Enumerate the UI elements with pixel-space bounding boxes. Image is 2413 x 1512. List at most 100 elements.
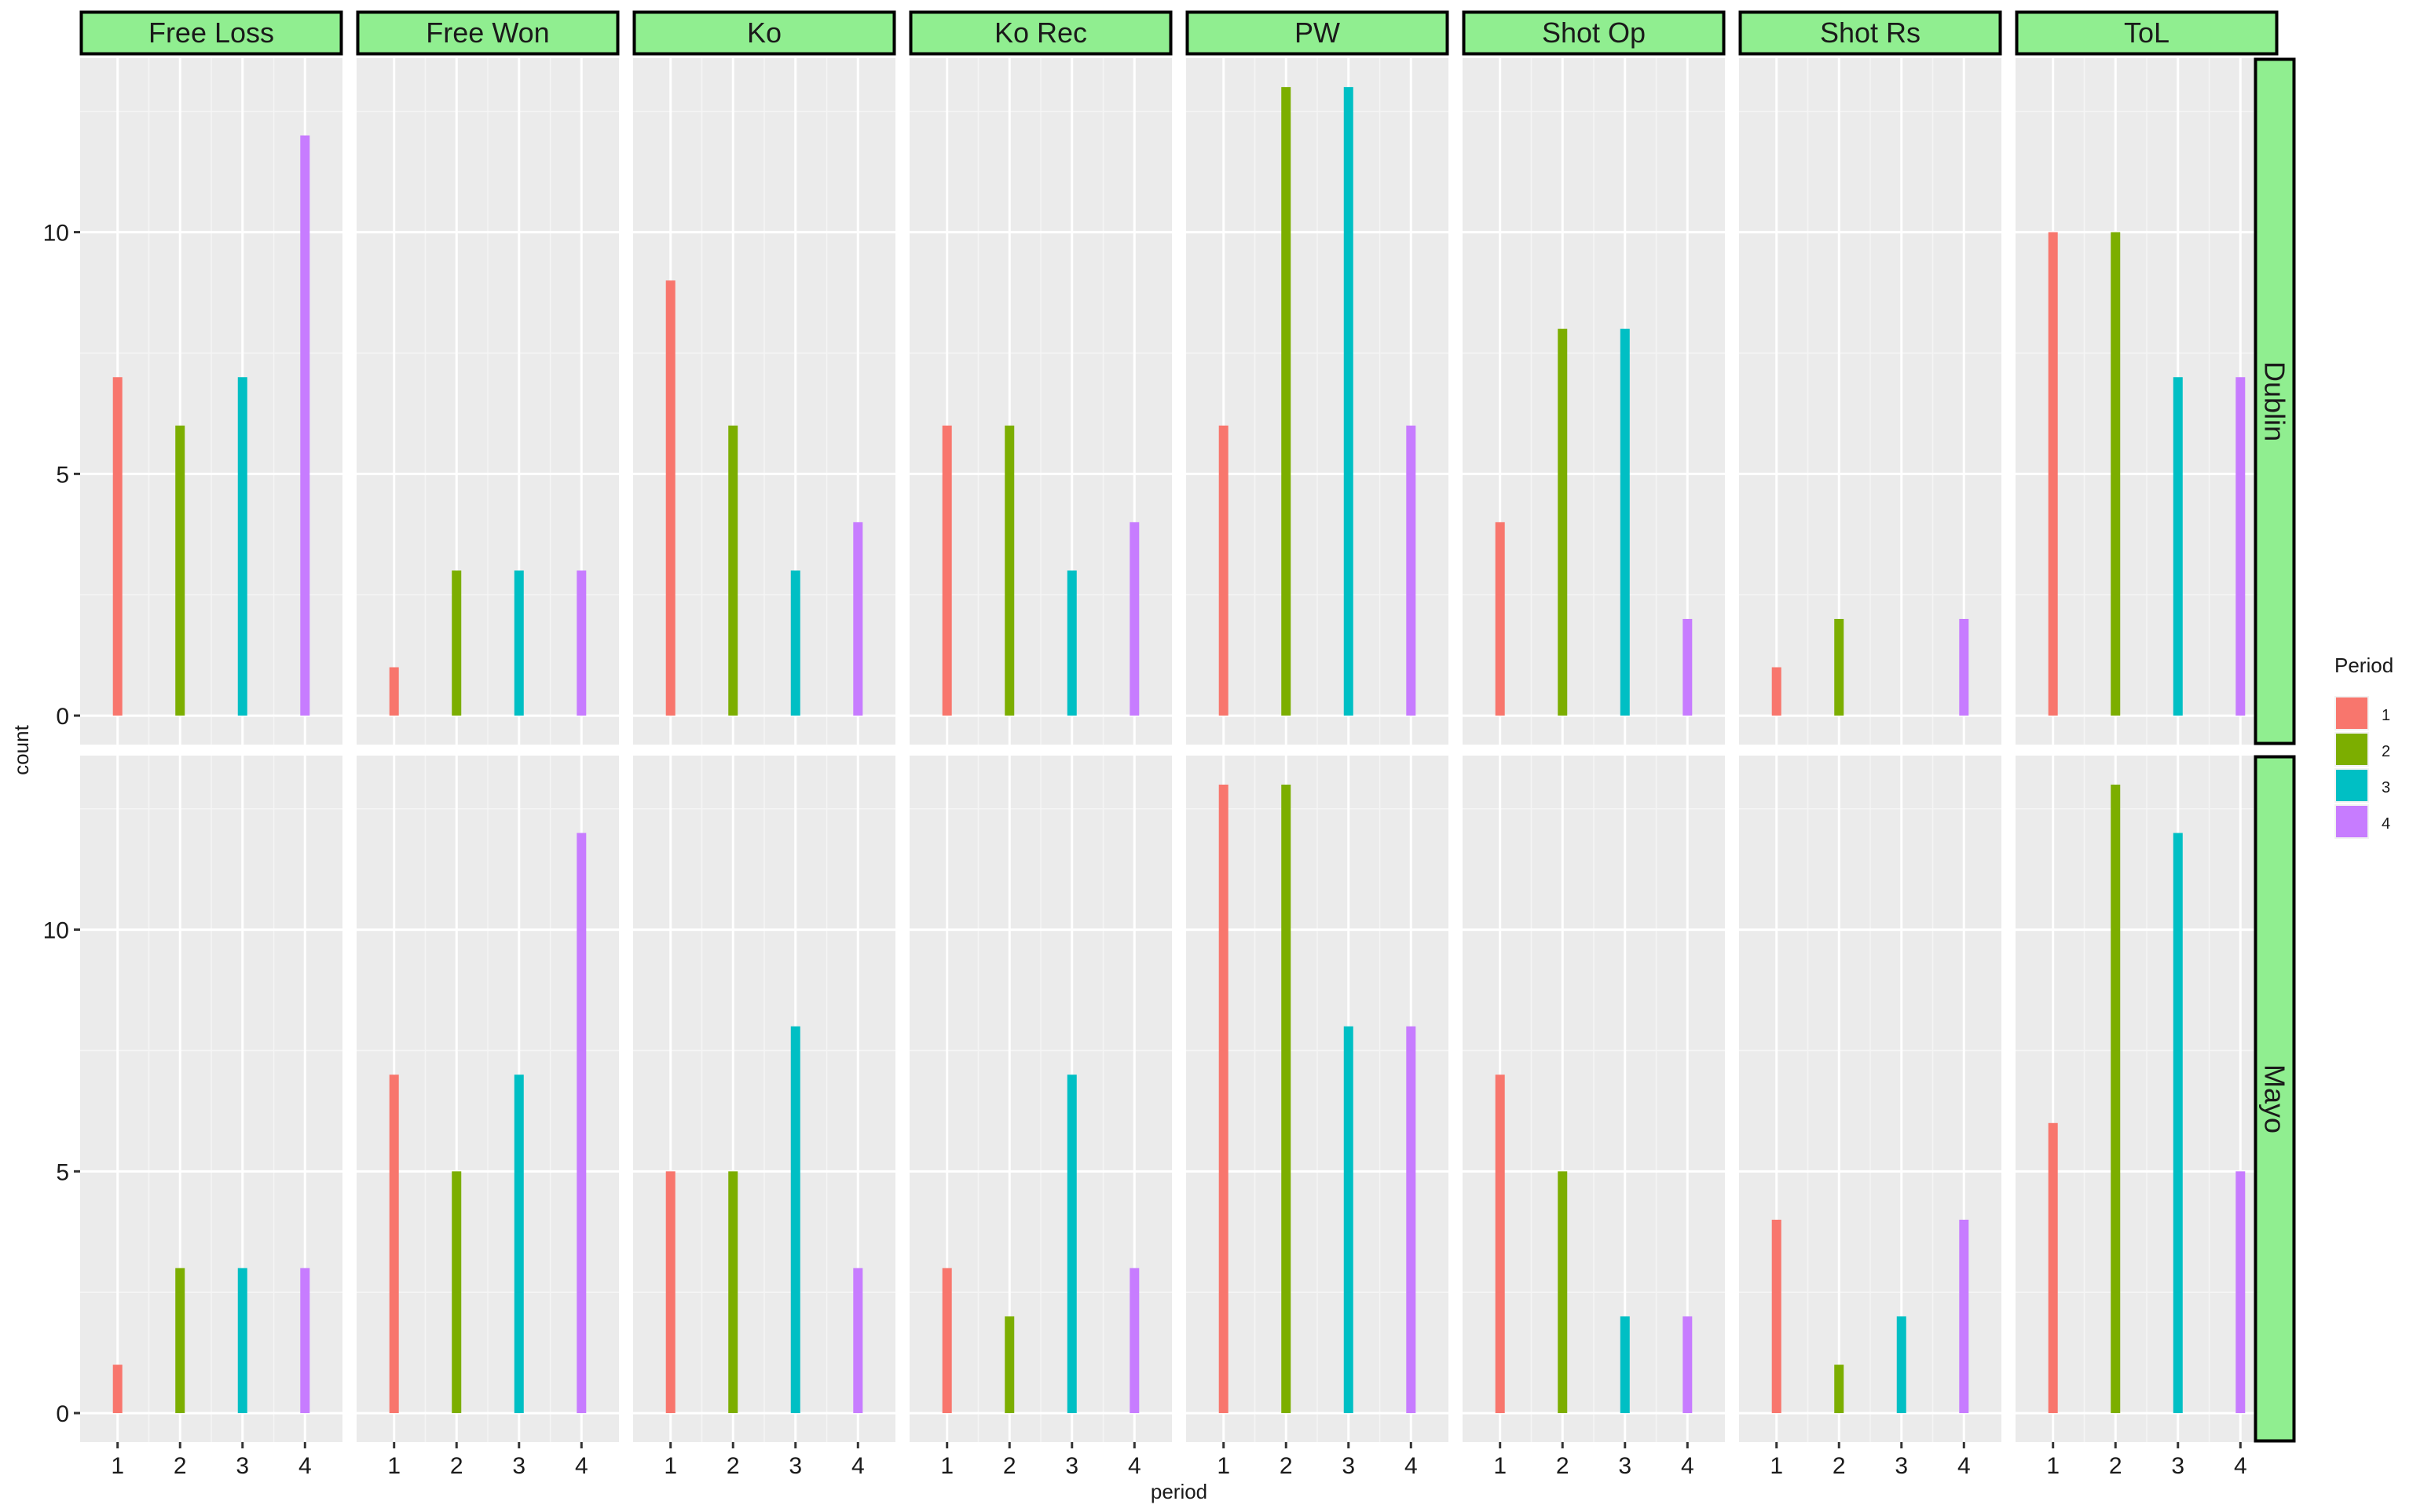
- legend-label-1: 1: [2382, 707, 2390, 724]
- bar-mayo-pw-period-2: [1281, 784, 1291, 1414]
- y-tick-label: 5: [56, 1159, 69, 1185]
- bar-mayo-ko-rec-period-1: [942, 1268, 952, 1414]
- x-tick-label: 3: [1618, 1453, 1631, 1479]
- bar-mayo-ko-rec-period-3: [1067, 1075, 1077, 1414]
- bar-dublin-ko-period-1: [665, 280, 676, 716]
- facet-label-free-won: Free Won: [426, 16, 549, 49]
- facet-label-pw: PW: [1294, 16, 1340, 49]
- bar-mayo-ko-rec-period-2: [1005, 1316, 1015, 1414]
- x-tick-label: 1: [664, 1453, 677, 1479]
- bar-dublin-ko-period-4: [853, 522, 863, 716]
- bar-dublin-free-won-period-1: [389, 667, 399, 716]
- facet-label-tol: ToL: [2124, 16, 2170, 49]
- x-tick-label: 4: [1681, 1453, 1694, 1479]
- bar-mayo-pw-period-4: [1406, 1026, 1416, 1414]
- bar-mayo-pw-period-3: [1343, 1026, 1353, 1414]
- bar-mayo-shot-rs-period-4: [1959, 1219, 1969, 1414]
- facet-strip-free-won: [356, 10, 620, 56]
- x-tick-label: 4: [575, 1453, 588, 1479]
- y-tick-label: 5: [56, 462, 69, 488]
- legend-label-3: 3: [2382, 779, 2390, 796]
- x-tick-label: 4: [2234, 1453, 2247, 1479]
- bar-dublin-pw-period-4: [1406, 425, 1416, 716]
- legend-label-4: 4: [2382, 815, 2390, 833]
- bar-mayo-ko-period-2: [728, 1171, 738, 1414]
- bar-mayo-shot-rs-period-1: [1771, 1219, 1781, 1414]
- legend-swatch-2: [2336, 734, 2367, 765]
- bar-dublin-tol-period-1: [2048, 232, 2058, 716]
- x-tick-label: 4: [1404, 1453, 1418, 1479]
- bar-dublin-shot-rs-period-2: [1834, 618, 1844, 716]
- bar-mayo-free-won-period-2: [452, 1171, 462, 1414]
- bar-mayo-free-loss-period-4: [300, 1268, 310, 1414]
- bar-mayo-ko-period-4: [853, 1268, 863, 1414]
- bar-dublin-shot-op-period-1: [1495, 522, 1505, 716]
- bar-dublin-shot-rs-period-4: [1959, 618, 1969, 716]
- y-tick-label: 10: [43, 221, 69, 247]
- bar-dublin-shot-op-period-2: [1558, 328, 1568, 716]
- bar-dublin-free-won-period-3: [514, 570, 524, 716]
- bar-mayo-shot-op-period-3: [1620, 1316, 1630, 1414]
- facet-strip-tol: [2015, 10, 2279, 56]
- y-tick-label: 10: [43, 918, 69, 944]
- bar-mayo-ko-period-1: [665, 1171, 676, 1414]
- bar-dublin-free-loss-period-4: [300, 135, 310, 716]
- bar-dublin-free-loss-period-2: [175, 425, 185, 716]
- x-tick-label: 1: [1493, 1453, 1507, 1479]
- facet-strip-mayo: [2254, 755, 2296, 1443]
- bar-dublin-free-won-period-2: [452, 570, 462, 716]
- facet-strip-dublin: [2254, 57, 2296, 745]
- x-tick-label: 3: [1895, 1453, 1908, 1479]
- bar-mayo-shot-rs-period-2: [1834, 1364, 1844, 1414]
- legend-title: Period: [2334, 653, 2393, 677]
- bar-dublin-shot-rs-period-1: [1771, 667, 1781, 716]
- bar-dublin-tol-period-4: [2235, 377, 2246, 716]
- bar-mayo-shot-op-period-1: [1495, 1075, 1505, 1414]
- bar-dublin-free-loss-period-1: [112, 377, 123, 716]
- facet-strip-shot-op: [1462, 10, 1726, 56]
- facet-strip-pw: [1185, 10, 1449, 56]
- x-tick-label: 2: [1280, 1453, 1293, 1479]
- x-tick-label: 1: [2046, 1453, 2060, 1479]
- facet-label-free-loss: Free Loss: [148, 16, 274, 49]
- x-tick-label: 1: [1217, 1453, 1230, 1479]
- x-tick-label: 4: [1957, 1453, 1971, 1479]
- bar-dublin-free-won-period-4: [577, 570, 587, 716]
- facet-strip-ko-rec: [909, 10, 1173, 56]
- bar-mayo-free-loss-period-2: [175, 1268, 185, 1414]
- bar-dublin-ko-rec-period-4: [1130, 522, 1140, 716]
- facet-label-ko: Ko: [747, 16, 782, 49]
- bar-mayo-free-won-period-4: [577, 833, 587, 1414]
- x-axis-title: period: [1151, 1480, 1207, 1503]
- bar-dublin-pw-period-1: [1218, 425, 1228, 716]
- bar-dublin-shot-op-period-3: [1620, 328, 1630, 716]
- x-tick-label: 1: [1770, 1453, 1783, 1479]
- bar-mayo-tol-period-3: [2173, 833, 2183, 1414]
- bar-mayo-free-won-period-1: [389, 1075, 399, 1414]
- facet-label-shot-rs: Shot Rs: [1820, 16, 1921, 49]
- facet-label-shot-op: Shot Op: [1542, 16, 1646, 49]
- x-tick-label: 2: [1833, 1453, 1846, 1479]
- facet-strip-shot-rs: [1738, 10, 2002, 56]
- x-tick-label: 2: [1003, 1453, 1016, 1479]
- legend-swatch-1: [2336, 697, 2367, 729]
- bar-dublin-ko-rec-period-3: [1067, 570, 1077, 716]
- y-tick-label: 0: [56, 704, 69, 730]
- x-tick-label: 2: [450, 1453, 463, 1479]
- bar-dublin-shot-op-period-4: [1683, 618, 1693, 716]
- x-tick-label: 3: [1065, 1453, 1078, 1479]
- bar-dublin-pw-period-3: [1343, 86, 1353, 716]
- bar-dublin-tol-period-3: [2173, 377, 2183, 716]
- x-tick-label: 1: [387, 1453, 401, 1479]
- x-tick-label: 2: [174, 1453, 187, 1479]
- bar-mayo-free-loss-period-1: [112, 1364, 123, 1414]
- bar-dublin-ko-rec-period-1: [942, 425, 952, 716]
- x-tick-label: 4: [298, 1453, 312, 1479]
- facet-strip-free-loss: [79, 10, 343, 56]
- bar-dublin-ko-rec-period-2: [1005, 425, 1015, 716]
- x-tick-label: 3: [789, 1453, 802, 1479]
- bar-dublin-ko-period-2: [728, 425, 738, 716]
- bar-mayo-free-won-period-3: [514, 1075, 524, 1414]
